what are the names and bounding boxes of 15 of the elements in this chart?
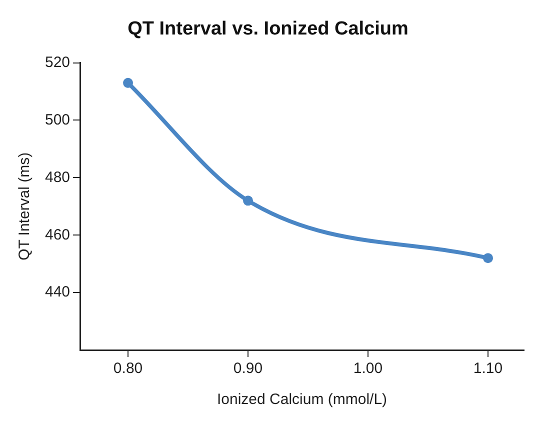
y-tick-label: 460	[44, 226, 70, 244]
y-tick-label: 440	[44, 284, 70, 301]
y-tick-label: 480	[44, 168, 70, 186]
x-axis-title: Ionized Calcium (mmol/L)	[216, 391, 388, 408]
point	[483, 253, 493, 264]
point	[243, 196, 254, 206]
chart-title: QT Interval vs. Ionized Calcium	[128, 18, 408, 40]
x-tick-label: 1.00	[353, 360, 383, 378]
x-tick-label: 0.90	[233, 360, 263, 378]
y-tick-label: 520	[44, 54, 70, 71]
x-tick-label: 0.80	[113, 360, 143, 378]
point	[123, 78, 134, 88]
y-tick-label: 500	[44, 111, 70, 128]
y-axis-title: QT Interval (ms)	[16, 152, 34, 260]
x-tick-label: 1.10	[473, 360, 503, 378]
